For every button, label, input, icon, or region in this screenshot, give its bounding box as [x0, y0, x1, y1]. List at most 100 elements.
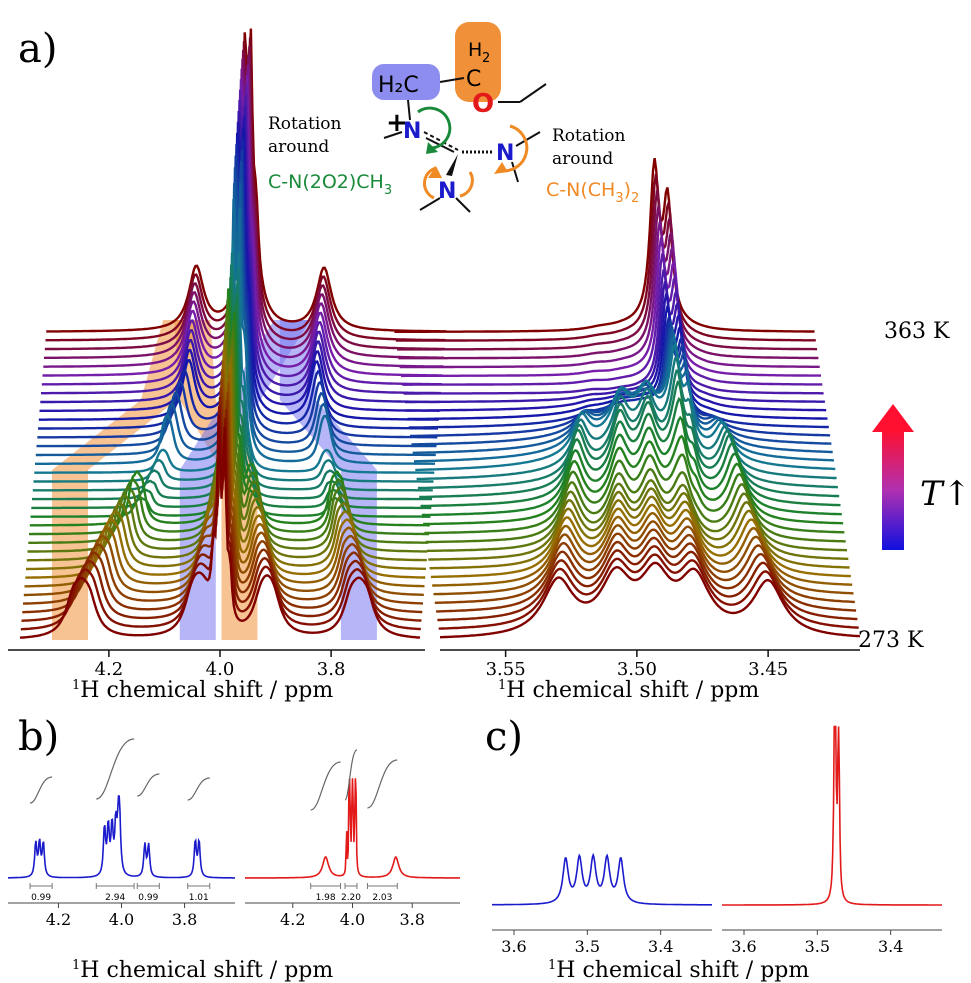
panel-b-left-integral-value: 1.01 — [189, 893, 209, 903]
positive-charge: + — [386, 108, 408, 138]
panel-a-right-tick-label: 3.55 — [486, 659, 526, 680]
panel-a-traces — [19, 28, 861, 639]
panel-a-left-trace — [36, 161, 437, 448]
panel-b-left-tick-label: 4.2 — [46, 910, 71, 929]
panel-a-left-trace — [40, 105, 441, 404]
panel-a-axes: 4.2 4.0 3.8 3.55 3.50 3.45 — [8, 649, 860, 680]
rotation-left-bond-text: C-N(2O2)CH — [268, 171, 384, 193]
panel-b-right-spectrum — [245, 778, 460, 879]
ch2-highlight — [372, 64, 440, 100]
panel-a-right-trace — [417, 369, 838, 490]
axis-label-a-right-text: H chemical shift / ppm — [506, 678, 759, 703]
rotation-right-bond-sub: 3 — [615, 191, 623, 206]
panel-a-left-trace — [39, 116, 440, 413]
panel-b-left-integral-value: 2.94 — [105, 893, 125, 903]
panel-b-left-integral-value: 0.99 — [31, 893, 51, 903]
panel-b-right-tick-label: 3.8 — [399, 910, 424, 929]
panel-a-right-trace — [404, 281, 825, 404]
axis-label-b-sup: 1 — [72, 958, 80, 973]
axis-label-c: 1H chemical shift / ppm — [548, 958, 809, 983]
panel-a-right-tick-label: 3.50 — [617, 659, 657, 680]
axis-label-a-right-sup: 1 — [498, 678, 506, 693]
n-right-atom: N — [496, 141, 514, 166]
rotation-right-line2: around — [552, 149, 613, 169]
temp-bottom-label: 273 K — [858, 628, 924, 653]
panel-a-right-tick-label: 3.45 — [748, 659, 788, 680]
panel-a-left-trace — [28, 310, 429, 544]
panel-b-right-tick-label: 4.2 — [280, 910, 305, 929]
panel-a-right-trace — [430, 503, 851, 579]
panel-a-right-trace — [394, 157, 815, 333]
panel-a-right-trace — [434, 528, 855, 604]
panel-c-left-spectrum — [492, 852, 712, 906]
panel-a-right-trace — [397, 189, 818, 351]
panel-a-left-trace — [38, 138, 438, 430]
panel-c-right-spectrum — [722, 725, 942, 906]
panel-a-right-trace — [440, 561, 861, 639]
panel-a-left-trace — [35, 182, 436, 457]
panel-a-right-trace — [426, 479, 847, 553]
panel-a-left-trace — [45, 37, 446, 342]
panel-a-left-trace — [23, 369, 424, 597]
panel-a-right-trace — [432, 511, 853, 587]
panel-a-left-trace — [33, 252, 434, 483]
panel-a-left-trace — [31, 287, 432, 510]
panel-a-right-trace — [421, 415, 842, 517]
panel-b-right-integral-value: 2.03 — [372, 893, 392, 903]
panel-b-left-integral-curve — [29, 776, 53, 804]
panel-a-left-trace — [35, 199, 435, 465]
panel-b-left-tick-label: 4.0 — [109, 910, 134, 929]
panel-a-left-tick-label: 3.8 — [317, 659, 346, 680]
panel-a-right-trace — [436, 536, 857, 613]
panel-a-left-trace — [41, 95, 441, 395]
panel-b-left-integral-curve — [137, 773, 160, 797]
panel-a-left-trace — [29, 288, 430, 527]
band-blue-right — [279, 320, 377, 640]
panel-c-left-tick-label: 3.5 — [575, 937, 600, 956]
n-center-atom: N — [403, 119, 421, 144]
panel-a-right-trace — [423, 434, 844, 526]
panel-a-left-trace — [42, 74, 443, 377]
panel-c-left-tick-label: 3.6 — [501, 937, 526, 956]
panel-a-left-trace — [34, 240, 435, 474]
panel-a-right-trace — [428, 487, 849, 561]
temp-top-label: 363 K — [884, 319, 950, 344]
panel-b-left-integral-curve — [187, 777, 210, 801]
rotation-left-bond: C-N(2O2)CH3 — [268, 171, 392, 198]
temperature-arrow — [872, 404, 914, 550]
panel-a-label: a) — [18, 26, 57, 72]
panel-a-left-trace — [32, 277, 432, 501]
panel-a-right-trace — [411, 321, 832, 446]
panel-a-left-trace — [20, 406, 421, 631]
panel-a-left-trace — [38, 127, 439, 421]
panel-a-left-tick-label: 4.0 — [206, 659, 235, 680]
panel-a-left-trace — [41, 84, 442, 386]
panel-a-left-trace — [44, 46, 445, 351]
panel-a-right-trace — [437, 545, 858, 622]
panel-b-left-integral-value: 0.99 — [138, 893, 158, 903]
panel-a-left-tick-label: 4.2 — [95, 659, 124, 680]
panel-b-right-integral-curve — [310, 761, 341, 811]
panel-c-label: c) — [485, 714, 523, 760]
h2-atom: H — [468, 39, 482, 61]
c-atom: C — [466, 67, 481, 92]
panel-b-right-integral-curve — [367, 759, 398, 809]
axis-label-b: 1H chemical shift / ppm — [72, 958, 333, 983]
panel-a-left-trace — [43, 64, 444, 368]
panel-b-right-integral-value: 1.98 — [316, 893, 336, 903]
panel-a-left-trace — [19, 415, 421, 639]
panel-c-right-tick-label: 3.4 — [878, 937, 903, 956]
temp-arrow-label: T↑ — [920, 474, 971, 514]
panel-a-right-trace — [415, 341, 836, 472]
panel-a-right-trace — [416, 355, 837, 481]
panel-a-right-trace — [419, 380, 840, 499]
panel-a-right-trace — [425, 467, 846, 544]
rotation-left-line1: Rotation — [268, 114, 342, 134]
panel-a-right-trace — [433, 520, 854, 596]
band-orange-left — [52, 320, 200, 640]
rotation-left-bond-sub: 3 — [384, 183, 392, 198]
h2-subscript: 2 — [482, 51, 490, 66]
panel-a-right-trace — [403, 269, 824, 395]
rotation-right-bond: C-N(CH3)2 — [546, 179, 639, 206]
